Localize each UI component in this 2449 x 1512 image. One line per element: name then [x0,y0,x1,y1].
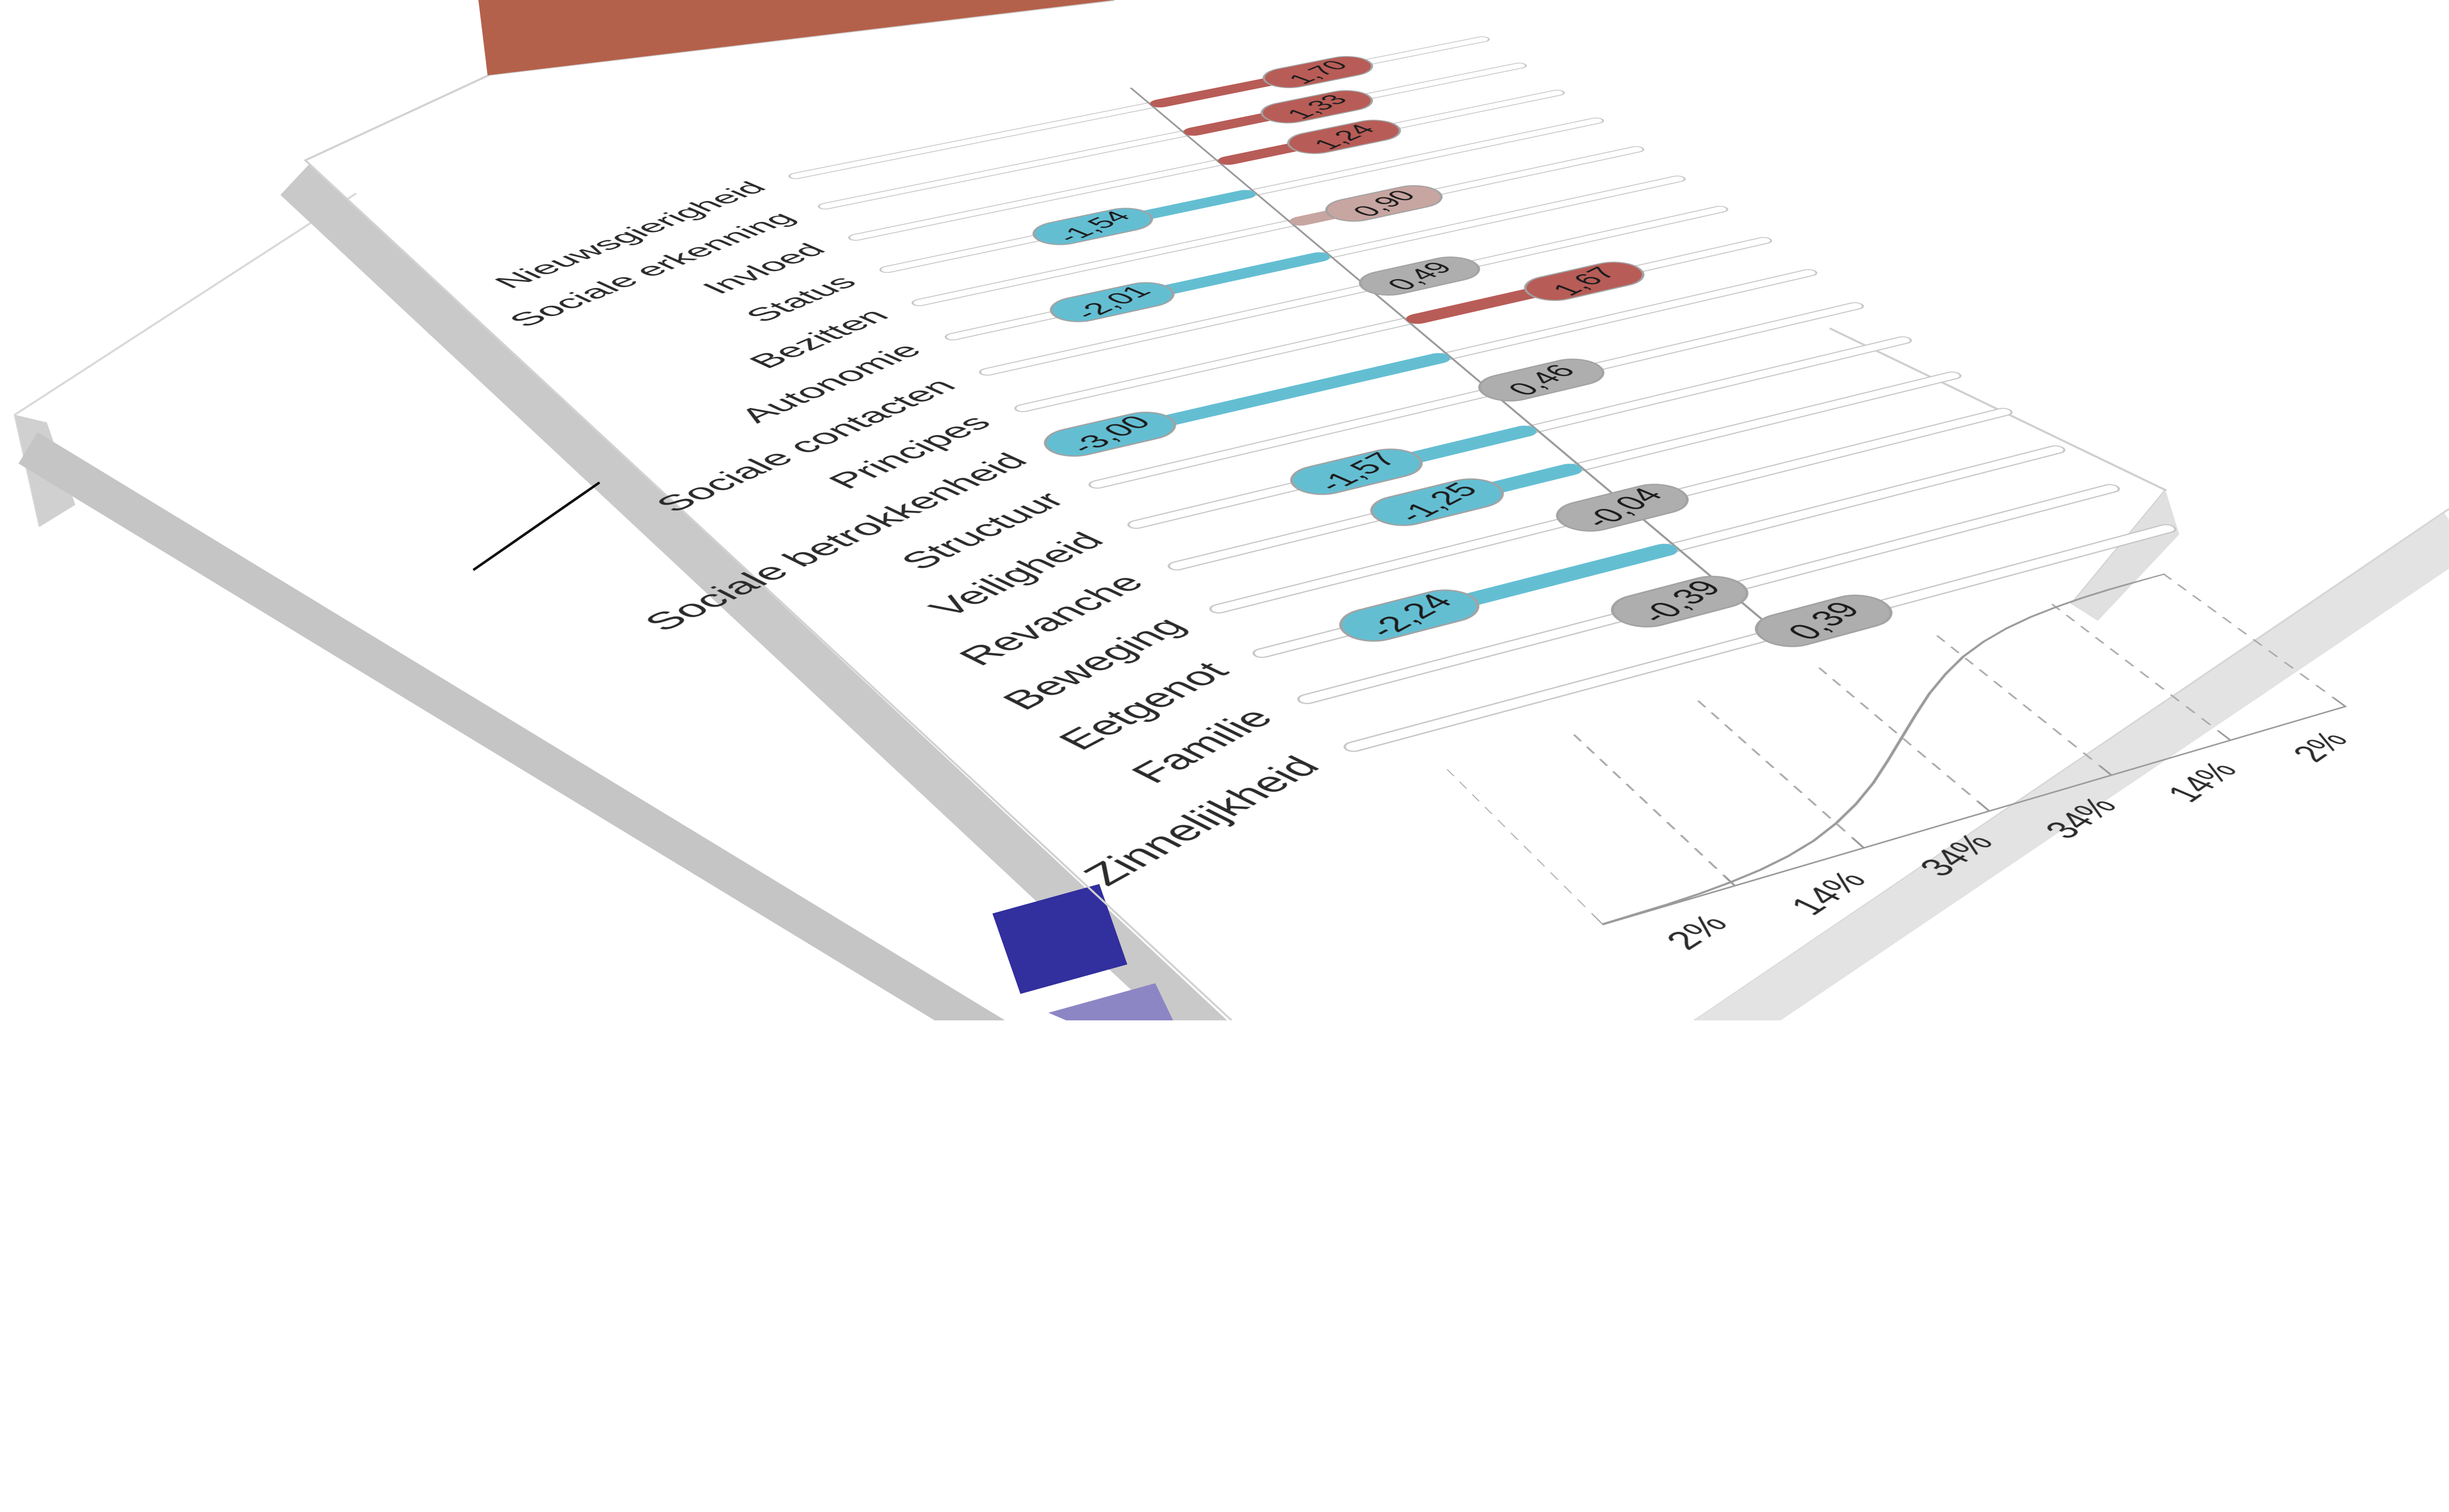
cover-stripe-dark [992,884,1127,994]
value-label: 0,49 [1379,258,1460,294]
value-pill: -2,24 [1327,583,1492,648]
value-pill: -0,39 [1599,570,1761,634]
value-label: 1,67 [1544,263,1625,299]
backpage-corner-thickness [2071,490,2179,621]
value-pill: -3,00 [1034,407,1187,462]
value-label: -0,04 [1574,483,1671,532]
value-pill: 0,39 [1742,589,1905,653]
cover-accent-triangle [478,0,1115,75]
value-pill: -2,01 [1040,277,1184,327]
value-label: 0,39 [1778,597,1869,645]
value-pill: 0,46 [1467,354,1616,407]
value-label: -2,24 [1358,589,1461,642]
slider-track [1011,236,1776,414]
value-label: -1,25 [1388,478,1487,526]
value-label: -3,00 [1061,411,1159,457]
paper-stack-scene: Nieuwsgierigheid 1,70 Sociale erkenning 1,3… [13,0,2449,1020]
zero-axis-line [1129,88,1793,645]
paper-stack-backdrop [13,0,2449,1020]
value-pill: 0,90 [1315,181,1453,226]
value-label: 1,24 [1306,121,1382,153]
value-label: 1,33 [1279,92,1355,122]
top-page-bottomright-edge-band [1694,513,2449,1020]
value-label: -1,57 [1307,448,1406,495]
value-pill: 1,67 [1513,257,1656,306]
back-page-edge-band [18,432,1005,1020]
ink-line [472,481,601,572]
value-label: 0,46 [1499,360,1584,400]
value-label: -2,01 [1066,282,1158,323]
value-pill: -0,04 [1544,478,1701,537]
slider-track [1085,301,1867,491]
value-label: 0,90 [1345,187,1423,220]
profile-chart: Nieuwsgierigheid 1,70 Sociale erkenning 1,3… [158,0,2449,1512]
cover-stripe-light [1048,983,1173,1020]
value-pill: 0,49 [1348,252,1491,300]
slider-track [845,89,1568,242]
value-label: -1,54 [1048,208,1138,245]
value-pill: 1,70 [1254,52,1382,92]
value-label: -0,39 [1630,576,1730,627]
value-label: 1,70 [1281,58,1355,87]
value-pill: -1,54 [1023,204,1163,249]
